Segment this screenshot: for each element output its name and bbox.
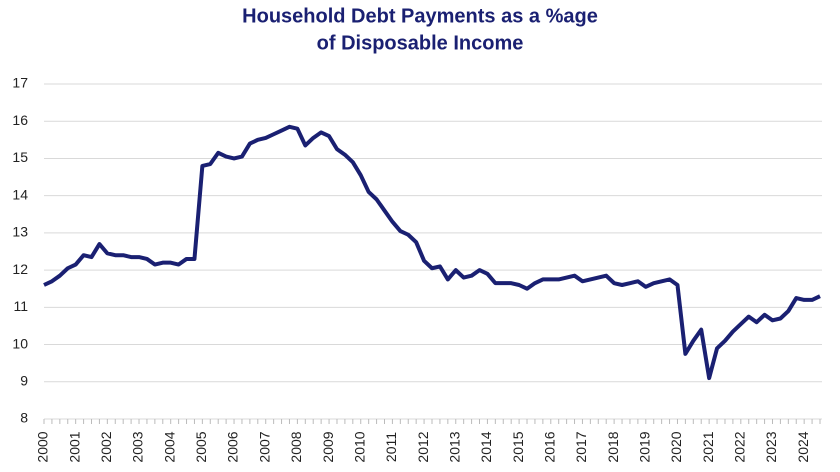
y-tick-label: 15: [12, 149, 28, 165]
x-tick-label: 2010: [351, 431, 367, 462]
x-tick-label: 2006: [225, 431, 241, 462]
data-line: [43, 124, 821, 381]
y-tick-label: 9: [20, 372, 28, 388]
x-tick-label: 2022: [732, 431, 748, 462]
x-tick-label: 2015: [510, 431, 526, 462]
x-tick-label: 2017: [573, 431, 589, 462]
x-tick-label: 2013: [446, 431, 462, 462]
x-tick-label: 2019: [636, 431, 652, 462]
y-tick-label: 16: [12, 112, 28, 128]
x-tick-label: 2001: [66, 431, 82, 462]
x-tick-label: 2002: [98, 431, 114, 462]
y-tick-label: 17: [12, 75, 28, 91]
y-tick-label: 14: [12, 186, 28, 202]
x-tick-label: 2000: [35, 431, 51, 462]
x-tick-label: 2016: [541, 431, 557, 462]
x-tick-label: 2021: [700, 431, 716, 462]
y-tick-label: 12: [12, 261, 28, 277]
y-tick-label: 11: [13, 298, 28, 314]
x-tick-label: 2003: [130, 431, 146, 462]
x-tick-label: 2023: [763, 431, 779, 462]
x-tick-label: 2020: [668, 431, 684, 462]
x-tick-label: 2018: [605, 431, 621, 462]
y-tick-label: 10: [12, 335, 28, 351]
x-tick-label: 2009: [320, 431, 336, 462]
x-tick-label: 2004: [161, 431, 177, 462]
y-tick-label: 8: [20, 410, 28, 426]
x-tick-label: 2005: [193, 431, 209, 462]
x-tick-label: 2011: [383, 432, 399, 462]
chart-title: Household Debt Payments as a %age: [242, 5, 598, 27]
y-tick-label: 13: [12, 224, 28, 240]
x-tick-label: 2008: [288, 431, 304, 462]
x-tick-label: 2024: [795, 431, 811, 462]
chart-title: of Disposable Income: [317, 32, 524, 54]
x-tick-label: 2014: [478, 431, 494, 462]
x-tick-label: 2012: [415, 431, 431, 462]
x-tick-label: 2007: [256, 431, 272, 462]
